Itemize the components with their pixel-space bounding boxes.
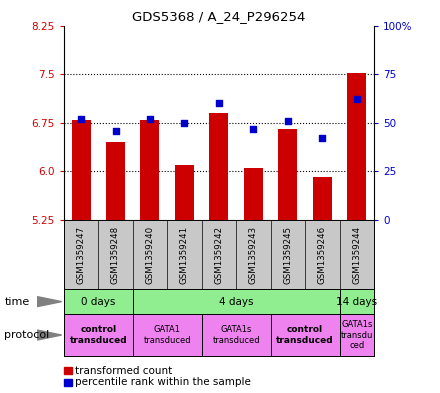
- Bar: [133, 289, 340, 314]
- Point: [77, 116, 84, 122]
- Bar: [244, 168, 263, 220]
- Text: GATA1s
transdu
ced: GATA1s transdu ced: [341, 320, 373, 350]
- Text: GATA1
transduced: GATA1 transduced: [143, 325, 191, 345]
- Text: GSM1359245: GSM1359245: [283, 226, 292, 283]
- Text: GSM1359246: GSM1359246: [318, 226, 327, 283]
- Bar: [175, 165, 194, 220]
- Bar: [133, 314, 202, 356]
- Text: GSM1359243: GSM1359243: [249, 226, 258, 283]
- Point: [147, 116, 154, 122]
- Text: 0 days: 0 days: [81, 297, 115, 307]
- Text: percentile rank within the sample: percentile rank within the sample: [75, 377, 251, 387]
- Bar: [340, 289, 374, 314]
- Polygon shape: [37, 297, 62, 307]
- Bar: [271, 314, 340, 356]
- Text: 4 days: 4 days: [219, 297, 253, 307]
- Point: [112, 127, 119, 134]
- Text: GSM1359240: GSM1359240: [146, 226, 154, 283]
- Point: [284, 118, 291, 124]
- Bar: [64, 289, 133, 314]
- Point: [181, 119, 188, 126]
- Text: GSM1359241: GSM1359241: [180, 226, 189, 283]
- Bar: [202, 314, 271, 356]
- Text: GSM1359247: GSM1359247: [77, 226, 85, 283]
- Title: GDS5368 / A_24_P296254: GDS5368 / A_24_P296254: [132, 10, 306, 23]
- Point: [250, 125, 257, 132]
- Point: [319, 135, 326, 141]
- Bar: [140, 119, 159, 220]
- Polygon shape: [37, 330, 62, 340]
- Point: [216, 100, 223, 107]
- Bar: [340, 314, 374, 356]
- Text: protocol: protocol: [4, 330, 50, 340]
- Bar: [106, 142, 125, 220]
- Text: control
transduced: control transduced: [70, 325, 127, 345]
- Bar: [279, 129, 297, 220]
- Bar: [64, 314, 133, 356]
- Text: control
transduced: control transduced: [276, 325, 334, 345]
- Bar: [209, 113, 228, 220]
- Bar: [313, 176, 332, 220]
- Point: [353, 96, 360, 103]
- Bar: [72, 119, 91, 220]
- Bar: [347, 73, 366, 220]
- Text: GSM1359242: GSM1359242: [214, 226, 224, 283]
- Text: GSM1359244: GSM1359244: [352, 226, 361, 283]
- Text: GSM1359248: GSM1359248: [111, 226, 120, 283]
- Text: time: time: [4, 297, 29, 307]
- Text: transformed count: transformed count: [75, 365, 172, 376]
- Text: GATA1s
transduced: GATA1s transduced: [213, 325, 260, 345]
- Text: 14 days: 14 days: [336, 297, 378, 307]
